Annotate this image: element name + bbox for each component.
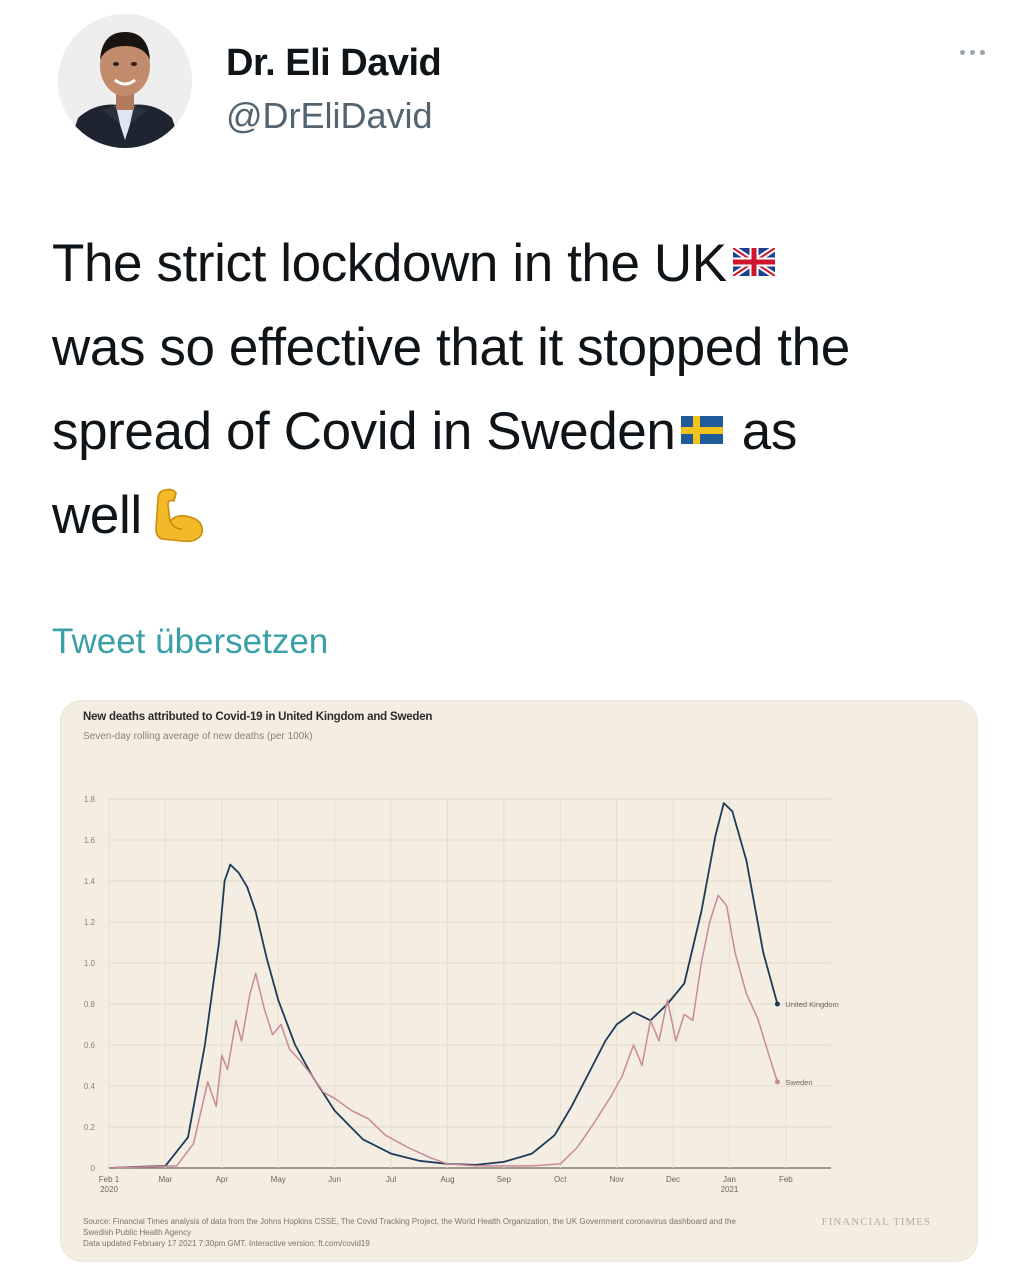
tweet-text-segment: well: [52, 486, 142, 545]
y-tick-label: 0: [91, 1164, 96, 1173]
tweet-header: Dr. Eli David @DrEliDavid: [58, 14, 998, 164]
tweet-text: The strict lockdown in the UK was so eff…: [52, 222, 972, 558]
avatar-photo: [58, 14, 192, 148]
chart-source-line-1: Source: Financial Times analysis of data…: [83, 1217, 736, 1226]
y-tick-label: 0.6: [84, 1041, 96, 1050]
tweet-line-1: The strict lockdown in the UK: [52, 222, 972, 306]
series-line-uk: [108, 802, 779, 1169]
tweet-line-2: was so effective that it stopped the: [52, 318, 850, 377]
uk-flag-icon: [732, 248, 775, 276]
chart-source-line-3: Data updated February 17 2021 7:30pm GMT…: [83, 1239, 370, 1248]
more-options-icon[interactable]: [950, 42, 994, 62]
x-tick-label: Apr: [216, 1175, 229, 1184]
chart-card[interactable]: 0 0.2 0.4 0.6 0.8 1.0 1.2 1.4 1.6 1.8 Feb 1 2020 Mar…: [60, 700, 978, 1262]
y-tick-label: 1.2: [84, 918, 96, 927]
chart-subtitle: Seven-day rolling average of new deaths …: [83, 731, 313, 742]
tweet-line-4: well: [52, 474, 972, 558]
tweet-text-segment: The strict lockdown in the UK: [52, 234, 727, 293]
x-tick-label: Aug: [440, 1175, 454, 1184]
y-tick-label: 1.8: [84, 795, 96, 804]
x-tick-label: Mar: [159, 1175, 173, 1184]
x-tick-label: Jul: [386, 1175, 396, 1184]
user-names: Dr. Eli David @DrEliDavid: [226, 42, 442, 137]
x-tick-label: Feb 1: [99, 1175, 120, 1184]
x-tick-label: Nov: [610, 1175, 624, 1184]
display-name[interactable]: Dr. Eli David: [226, 42, 442, 84]
chart-source-line-2: Swedish Public Health Agency: [83, 1228, 192, 1237]
y-tick-label: 0.8: [84, 1000, 96, 1009]
y-tick-label: 0.2: [84, 1123, 96, 1132]
y-tick-label: 1.4: [84, 877, 96, 886]
series-end-dot: [774, 1001, 780, 1007]
flexed-biceps-icon: [154, 488, 203, 543]
tweet-text-segment: spread of Covid in Sweden: [52, 402, 676, 461]
translate-tweet-link[interactable]: Tweet übersetzen: [52, 622, 329, 661]
x-tick-label: Jun: [328, 1175, 341, 1184]
x-tick-label: Sep: [497, 1175, 512, 1184]
x-tick-label: May: [271, 1175, 286, 1184]
sweden-flag-icon: [681, 416, 724, 444]
series-line-sweden: [108, 894, 779, 1169]
x-tick-label: 2020: [100, 1185, 118, 1194]
avatar[interactable]: [58, 14, 192, 148]
tweet-line-3: spread of Covid in Sweden as: [52, 390, 972, 474]
tweet-text-segment: as: [741, 402, 798, 461]
series-end-label: Sweden: [785, 1078, 812, 1087]
x-tick-label: Jan: [723, 1175, 736, 1184]
series-end-label: United Kingdom: [785, 1000, 838, 1009]
y-tick-label: 1.6: [84, 836, 96, 845]
financial-times-logo: FINANCIAL TIMES: [821, 1216, 931, 1228]
x-tick-label: Oct: [554, 1175, 567, 1184]
chart-title: New deaths attributed to Covid-19 in Uni…: [83, 711, 433, 723]
user-handle[interactable]: @DrEliDavid: [226, 95, 433, 136]
y-tick-label: 0.4: [84, 1082, 96, 1091]
x-tick-label: 2021: [721, 1185, 739, 1194]
x-tick-label: Dec: [666, 1175, 680, 1184]
x-tick-label: Feb: [779, 1175, 793, 1184]
y-tick-label: 1.0: [84, 959, 96, 968]
series-end-dot: [774, 1079, 780, 1085]
